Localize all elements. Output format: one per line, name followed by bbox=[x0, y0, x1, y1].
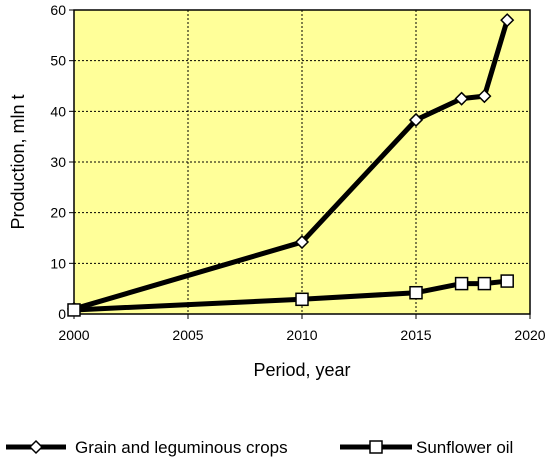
legend-item: Grain and leguminous crops bbox=[6, 438, 288, 457]
y-tick-label: 60 bbox=[50, 2, 66, 18]
x-axis-label: Period, year bbox=[253, 360, 350, 380]
y-tick-label: 40 bbox=[50, 103, 66, 119]
legend-label: Sunflower oil bbox=[416, 438, 513, 457]
y-tick-label: 0 bbox=[58, 306, 66, 322]
series-line bbox=[73, 19, 510, 312]
x-tick-label: 2020 bbox=[514, 327, 545, 343]
y-tick-label: 30 bbox=[50, 154, 66, 170]
series-sunflower-oil bbox=[67, 274, 514, 317]
diamond-marker bbox=[477, 89, 492, 104]
diamond-marker bbox=[500, 13, 515, 28]
y-axis-label: Production, mln t bbox=[8, 94, 28, 229]
square-marker bbox=[500, 274, 514, 288]
square-marker bbox=[409, 285, 423, 300]
square-marker bbox=[67, 303, 81, 317]
square-marker bbox=[295, 292, 309, 307]
y-tick-label: 50 bbox=[50, 53, 66, 69]
x-tick-label: 2005 bbox=[172, 327, 203, 343]
series-layer bbox=[66, 13, 515, 317]
legend-item: Sunflower oil bbox=[340, 438, 513, 457]
grid-lines bbox=[69, 9, 531, 319]
legend-label: Grain and leguminous crops bbox=[75, 438, 288, 457]
square-marker bbox=[477, 276, 492, 291]
x-tick-label: 2010 bbox=[286, 327, 317, 343]
x-tick-label: 2000 bbox=[58, 327, 89, 343]
legend-diamond-marker bbox=[28, 439, 44, 455]
diamond-marker bbox=[408, 112, 424, 128]
y-tick-label: 10 bbox=[50, 255, 66, 271]
diamond-marker bbox=[454, 91, 469, 106]
y-tick-label: 20 bbox=[50, 205, 66, 221]
tick-labels: 0 10 20 30 40 50 60 2000 2005 2010 2015 2020 bbox=[50, 2, 545, 343]
diamond-marker bbox=[294, 234, 310, 250]
legend: Grain and leguminous crops Sunflower oil bbox=[6, 438, 513, 457]
legend-square-marker bbox=[369, 440, 383, 454]
square-marker bbox=[454, 276, 469, 291]
x-tick-label: 2015 bbox=[400, 327, 431, 343]
